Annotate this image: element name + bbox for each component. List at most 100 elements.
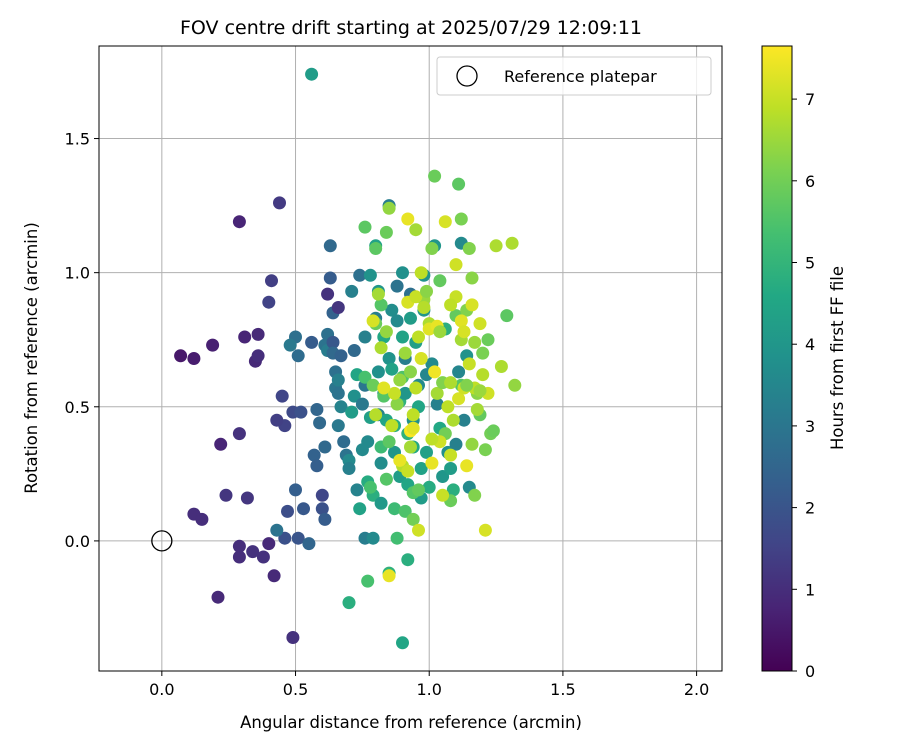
data-point	[174, 349, 188, 363]
data-point	[310, 403, 324, 416]
colorbar-tick-label: 7	[805, 90, 815, 109]
colorbar-ticks: 0 1 2 3 4 5 6 7	[792, 90, 815, 681]
data-point	[385, 303, 399, 317]
data-point	[404, 311, 417, 325]
data-point	[337, 435, 351, 449]
data-point	[374, 456, 388, 470]
data-point	[401, 553, 415, 567]
data-point	[371, 287, 385, 301]
y-axis: 0.0 0.5 1.0 1.5	[65, 130, 99, 551]
data-point	[363, 480, 377, 494]
data-point	[446, 413, 460, 427]
data-point	[240, 491, 254, 505]
data-point	[449, 258, 463, 272]
data-point	[417, 301, 431, 314]
data-point	[422, 480, 436, 494]
data-point	[374, 298, 388, 312]
data-point	[297, 502, 310, 516]
data-point	[331, 419, 345, 433]
data-point	[404, 365, 417, 379]
data-point	[473, 317, 487, 331]
data-point	[388, 502, 401, 516]
data-point	[291, 531, 305, 545]
data-point	[315, 502, 329, 516]
data-point	[396, 636, 409, 650]
chart-title: FOV centre drift starting at 2025/07/29 …	[180, 17, 642, 39]
data-point	[433, 325, 447, 339]
data-point	[500, 309, 514, 323]
data-point	[305, 335, 319, 349]
data-point	[371, 365, 385, 379]
data-point	[350, 483, 364, 497]
data-point	[353, 268, 367, 282]
data-point	[430, 397, 444, 411]
data-point	[462, 242, 476, 255]
data-point	[232, 427, 246, 441]
data-point	[358, 330, 372, 344]
x-axis: 0.0 0.5 1.0 1.5 2.0	[149, 671, 709, 699]
data-point	[214, 437, 228, 451]
data-point	[345, 284, 359, 298]
data-point	[232, 539, 246, 553]
legend-label: Reference platepar	[504, 67, 657, 86]
data-point	[219, 488, 233, 502]
data-point	[286, 631, 300, 644]
data-point	[401, 212, 415, 226]
data-point	[379, 325, 393, 339]
y-tick-label: 0.5	[65, 398, 90, 417]
data-point	[355, 397, 369, 411]
data-point	[307, 448, 321, 462]
data-point	[401, 464, 415, 478]
data-point	[425, 456, 439, 470]
data-point	[334, 349, 348, 363]
scatter-points	[174, 67, 522, 650]
data-point	[382, 569, 396, 583]
data-point	[273, 196, 286, 210]
grid	[99, 46, 722, 671]
data-point	[457, 325, 471, 339]
colorbar-tick-label: 5	[805, 254, 815, 273]
data-point	[374, 341, 388, 355]
data-point	[318, 512, 332, 526]
x-tick-label: 0.0	[149, 680, 174, 699]
data-point	[420, 284, 433, 298]
data-point	[275, 389, 289, 403]
colorbar-tick-label: 2	[805, 499, 815, 518]
data-point	[398, 504, 412, 518]
data-point	[369, 408, 383, 422]
data-point	[323, 239, 337, 253]
data-point	[428, 365, 442, 379]
data-point	[361, 574, 375, 588]
data-point	[465, 271, 479, 285]
data-point	[379, 225, 393, 239]
data-point	[385, 419, 399, 433]
data-point	[454, 314, 468, 328]
data-point	[462, 357, 476, 371]
data-point	[393, 373, 407, 387]
data-point	[291, 349, 305, 363]
colorbar-tick-label: 0	[805, 662, 815, 681]
data-point	[436, 488, 450, 502]
data-point	[315, 488, 329, 502]
data-point	[476, 346, 490, 360]
legend-box	[436, 56, 712, 96]
data-point	[412, 483, 425, 497]
data-point	[390, 279, 404, 293]
data-point	[321, 287, 335, 301]
data-point	[452, 365, 466, 379]
data-point	[478, 523, 492, 537]
data-point	[382, 435, 396, 449]
data-point	[366, 531, 380, 545]
data-point	[412, 523, 425, 537]
data-point	[347, 389, 361, 403]
x-tick-label: 1.5	[550, 680, 575, 699]
data-point	[449, 437, 463, 451]
data-point	[398, 346, 412, 360]
y-tick-label: 0.0	[65, 532, 90, 551]
data-point	[489, 239, 503, 253]
data-point	[385, 362, 399, 376]
data-point	[310, 459, 324, 473]
data-point	[232, 550, 246, 564]
colorbar-tick-label: 1	[805, 580, 815, 599]
